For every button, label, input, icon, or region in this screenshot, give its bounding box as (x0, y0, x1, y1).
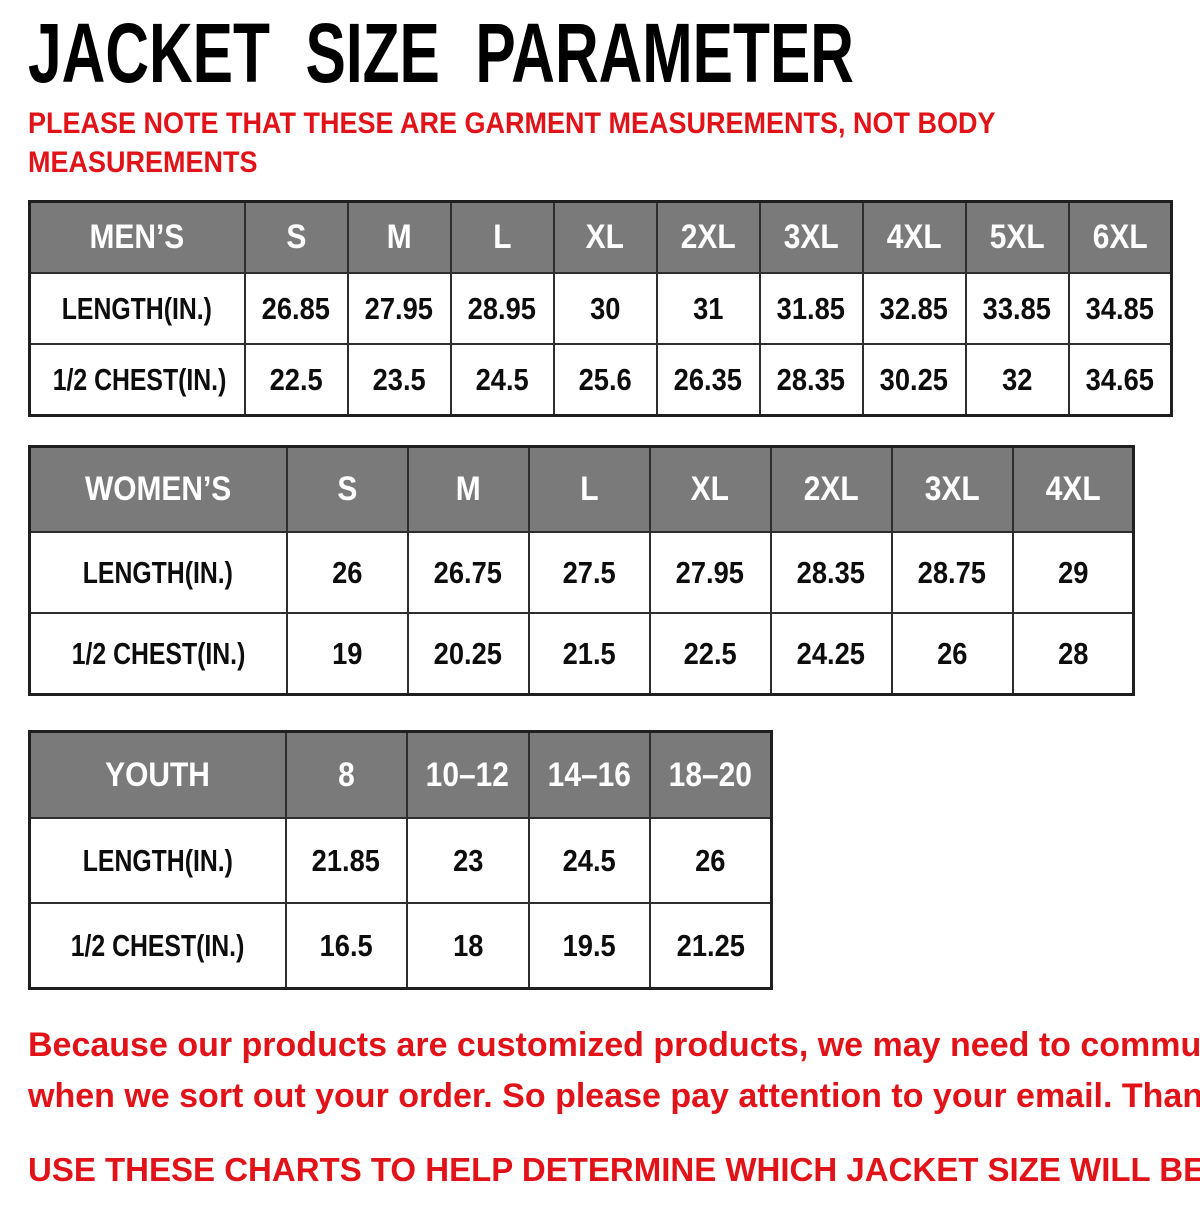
measurement-row: 1/2 CHEST(IN.) 16.5 18 19.5 21.25 (28, 902, 773, 990)
size-column-header: 18–20 (649, 730, 773, 820)
size-column-header: 2XL (769, 445, 893, 534)
measurement-value: 28.35 (769, 531, 893, 615)
measurement-value: 24.5 (449, 343, 555, 417)
measurement-value: 21.25 (649, 902, 773, 990)
size-column-header: XL (648, 445, 772, 534)
measurement-row: LENGTH(IN.) 21.85 23 24.5 26 (28, 817, 773, 905)
womens-size-table: WOMEN’S S M L XL 2XL 3XL 4XL LENGTH(IN.) 26 26.75 2… (28, 444, 1135, 696)
measurement-row-label: LENGTH(IN.) (28, 531, 288, 615)
youth-size-table: YOUTH 8 10–12 14–16 18–20 LENGTH(IN.) 21.85 23 2… (28, 729, 773, 990)
measurement-value: 31 (655, 272, 761, 346)
measurement-row: LENGTH(IN.) 26 26.75 27.5 27.95 28.35 28.75 29 (28, 531, 1135, 615)
size-header-row: MEN’S S M L XL 2XL 3XL 4XL 5XL 6XL (28, 200, 1173, 275)
size-column-header: L (449, 200, 555, 275)
measurement-value: 26 (285, 531, 409, 615)
measurement-value: 26.85 (243, 272, 349, 346)
measurement-value: 22.5 (243, 343, 349, 417)
size-column-header: 5XL (964, 200, 1070, 275)
measurement-value: 29 (1011, 531, 1135, 615)
measurement-row-label: LENGTH(IN.) (28, 272, 246, 346)
custom-order-note-line: Because our products are customized prod… (28, 1025, 1200, 1064)
measurement-value: 27.95 (648, 531, 772, 615)
chart-usage-note-line: USE THESE CHARTS TO HELP DETERMINE WHICH… (28, 1150, 1200, 1188)
measurement-value: 32.85 (861, 272, 967, 346)
measurement-value: 16.5 (284, 902, 408, 990)
measurement-row-label: 1/2 CHEST(IN.) (28, 902, 287, 990)
size-column-header: M (346, 200, 452, 275)
size-column-header: 3XL (758, 200, 864, 275)
size-column-header: 6XL (1067, 200, 1173, 275)
measurement-value: 28.75 (890, 531, 1014, 615)
page-title: JACKET SIZE PARAMETER (28, 6, 854, 100)
measurement-value: 21.85 (284, 817, 408, 905)
measurement-value: 22.5 (648, 612, 772, 696)
measurement-value: 19 (285, 612, 409, 696)
size-column-header: XL (552, 200, 658, 275)
measurement-value: 25.6 (552, 343, 658, 417)
size-column-header: 8 (284, 730, 408, 820)
size-column-header: 10–12 (406, 730, 530, 820)
size-column-header: 4XL (1011, 445, 1135, 534)
measurement-row: 1/2 CHEST(IN.) 22.5 23.5 24.5 25.6 26.35 28.35… (28, 343, 1173, 417)
measurement-row: 1/2 CHEST(IN.) 19 20.25 21.5 22.5 24.25 26 28 (28, 612, 1135, 696)
measurement-value: 18 (406, 902, 530, 990)
measurement-value: 19.5 (527, 902, 651, 990)
mens-size-table: MEN’S S M L XL 2XL 3XL 4XL 5XL 6XL LENGTH(IN.) 26.8… (28, 199, 1173, 417)
size-column-header: 2XL (655, 200, 761, 275)
note-line: MEASUREMENTS (28, 145, 258, 179)
size-header-row: YOUTH 8 10–12 14–16 18–20 (28, 730, 773, 820)
footer-notes: Because our products are customized prod… (28, 1020, 1200, 1192)
custom-order-note: Because our products are customized prod… (28, 1020, 1200, 1122)
measurement-row-label: 1/2 CHEST(IN.) (28, 343, 246, 417)
note-line: PLEASE NOTE THAT THESE ARE GARMENT MEASU… (28, 106, 996, 140)
table-title-cell: MEN’S (28, 200, 246, 275)
measurement-value: 27.5 (527, 531, 651, 615)
measurement-value: 34.85 (1067, 272, 1173, 346)
measurement-row: LENGTH(IN.) 26.85 27.95 28.95 30 31 31.85 32.85… (28, 272, 1173, 346)
measurement-value: 27.95 (346, 272, 452, 346)
table-title-cell: YOUTH (28, 730, 287, 820)
measurement-value: 33.85 (964, 272, 1070, 346)
measurement-row-label: 1/2 CHEST(IN.) (28, 612, 288, 696)
size-column-header: M (406, 445, 530, 534)
size-header-row: WOMEN’S S M L XL 2XL 3XL 4XL (28, 445, 1135, 534)
measurement-value: 28 (1011, 612, 1135, 696)
measurement-value: 23.5 (346, 343, 452, 417)
measurement-value: 31.85 (758, 272, 864, 346)
table-title-cell: WOMEN’S (28, 445, 288, 534)
measurement-value: 30.25 (861, 343, 967, 417)
measurement-value: 30 (552, 272, 658, 346)
measurement-value: 32 (964, 343, 1070, 417)
measurement-value: 24.25 (769, 612, 893, 696)
measurement-value: 34.65 (1067, 343, 1173, 417)
measurement-value: 23 (406, 817, 530, 905)
size-column-header: L (527, 445, 651, 534)
measurement-value: 28.35 (758, 343, 864, 417)
size-chart-page: JACKET SIZE PARAMETER PLEASE NOTE THAT T… (0, 6, 1200, 1192)
custom-order-note-line: when we sort out your order. So please p… (28, 1076, 1200, 1115)
size-column-header: 3XL (890, 445, 1014, 534)
size-column-header: 14–16 (527, 730, 651, 820)
measurement-row-label: LENGTH(IN.) (28, 817, 287, 905)
size-column-header: 4XL (861, 200, 967, 275)
measurement-value: 24.5 (527, 817, 651, 905)
measurement-value: 26 (649, 817, 773, 905)
measurement-value: 26.35 (655, 343, 761, 417)
measurement-value: 20.25 (406, 612, 530, 696)
measurement-value: 28.95 (449, 272, 555, 346)
measurement-value: 26 (890, 612, 1014, 696)
measurement-value: 26.75 (406, 531, 530, 615)
chart-usage-note: USE THESE CHARTS TO HELP DETERMINE WHICH… (28, 1148, 1200, 1192)
garment-measurement-note: PLEASE NOTE THAT THESE ARE GARMENT MEASU… (28, 104, 1173, 182)
measurement-value: 21.5 (527, 612, 651, 696)
size-column-header: S (285, 445, 409, 534)
size-column-header: S (243, 200, 349, 275)
